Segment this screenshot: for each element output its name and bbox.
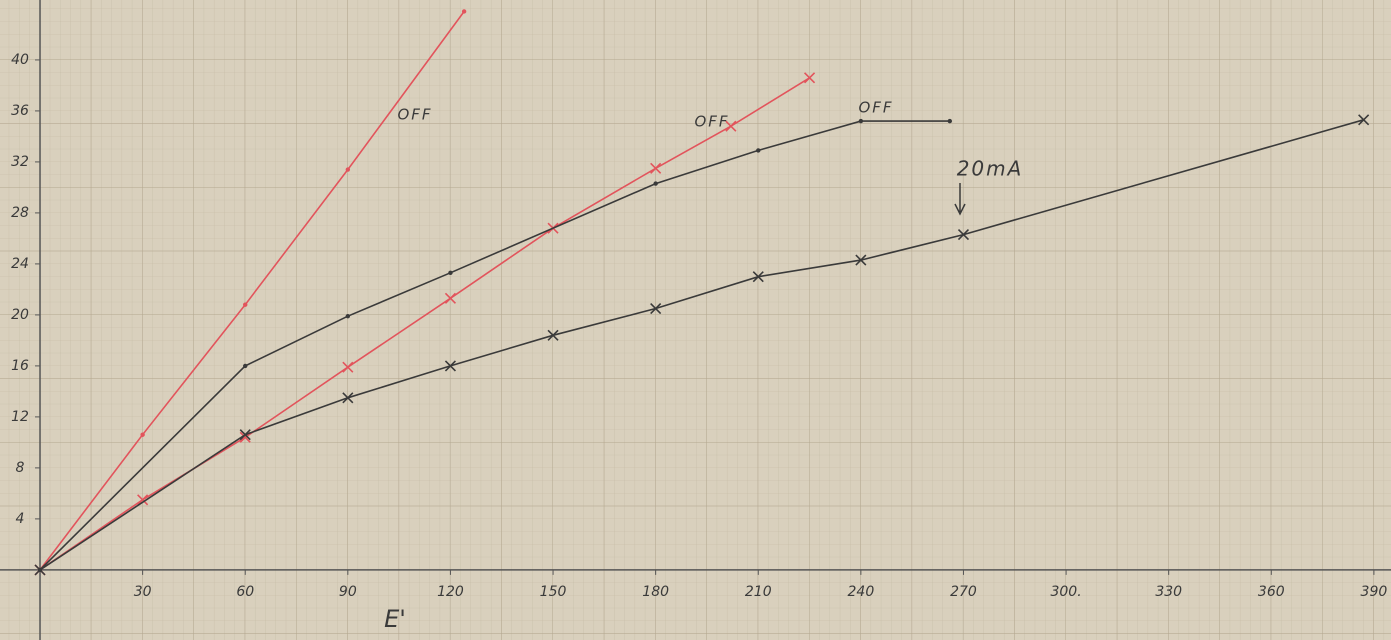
x-tick-label: 270 [950,584,977,600]
y-tick-label: 40 [11,52,29,68]
y-tick-label: 36 [11,103,29,119]
x-tick-label: 120 [437,584,464,600]
x-tick-label: 30 [134,584,152,600]
x-tick-label: 240 [848,584,875,600]
x-tick-label: 330 [1155,584,1182,600]
point-dot [448,271,452,275]
annotation: OFF [397,106,432,124]
point-dot [346,314,350,318]
x-tick-label: 210 [745,584,772,600]
y-tick-label: 24 [11,256,29,272]
x-tick-label: 300. [1050,584,1081,600]
point-dot [462,9,466,13]
y-tick-label: 32 [11,154,29,170]
point-dot [140,433,144,437]
x-tick-label: 390 [1361,584,1388,600]
x-axis-label: E' [384,605,406,633]
point-dot [756,148,760,152]
page: {"chart_data": {"type": "line", "x_label… [0,0,1391,640]
x-tick-label: 360 [1258,584,1285,600]
y-tick-label: 20 [11,307,29,323]
annotation: 20mA [957,157,1024,181]
point-dot [859,119,863,123]
point-dot [243,364,247,368]
x-tick-label: 90 [339,584,357,600]
y-tick-label: 12 [11,409,29,425]
y-tick-label: 4 [16,511,25,527]
y-tick-label: 16 [11,358,29,374]
x-tick-label: 60 [236,584,254,600]
y-tick-label: 28 [11,205,29,221]
point-dot [346,167,350,171]
point-dot [948,119,952,123]
point-dot [653,181,657,185]
chart: 30 60 90 120 150 180 210 240 270 300. 330 360 390 4 8 1… [0,0,1391,640]
paper-grid-major [0,0,1391,640]
y-tick-label: 8 [16,460,25,476]
x-tick-label: 180 [642,584,669,600]
annotation: OFF [858,99,893,117]
annotation: OFF [694,113,729,131]
point-dot [243,303,247,307]
x-tick-label: 150 [540,584,567,600]
